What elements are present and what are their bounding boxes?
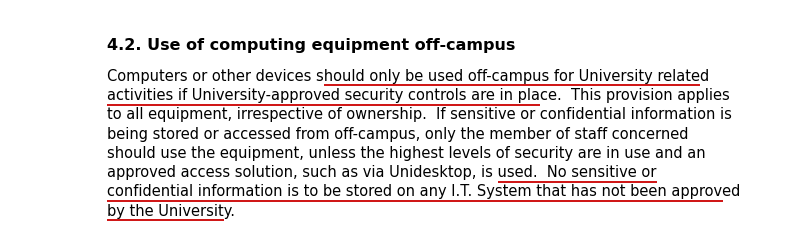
- Text: confidential information is to be stored on any I.T. System that has not been ap: confidential information is to be stored…: [107, 184, 741, 199]
- Text: activities if University-approved security controls are in place.  This provisio: activities if University-approved securi…: [107, 88, 730, 103]
- Text: Computers or other devices should only be used off-campus for University related: Computers or other devices should only b…: [107, 69, 710, 84]
- Text: should use the equipment, unless the highest levels of security are in use and a: should use the equipment, unless the hig…: [107, 146, 706, 161]
- Text: by the University.: by the University.: [107, 203, 235, 218]
- Text: 4.2. Use of computing equipment off-campus: 4.2. Use of computing equipment off-camp…: [107, 38, 516, 53]
- Text: being stored or accessed from off-campus, only the member of staff concerned: being stored or accessed from off-campus…: [107, 127, 689, 142]
- Text: to all equipment, irrespective of ownership.  If sensitive or confidential infor: to all equipment, irrespective of owners…: [107, 107, 732, 122]
- Text: approved access solution, such as via Unidesktop, is used.  No sensitive or: approved access solution, such as via Un…: [107, 165, 657, 180]
